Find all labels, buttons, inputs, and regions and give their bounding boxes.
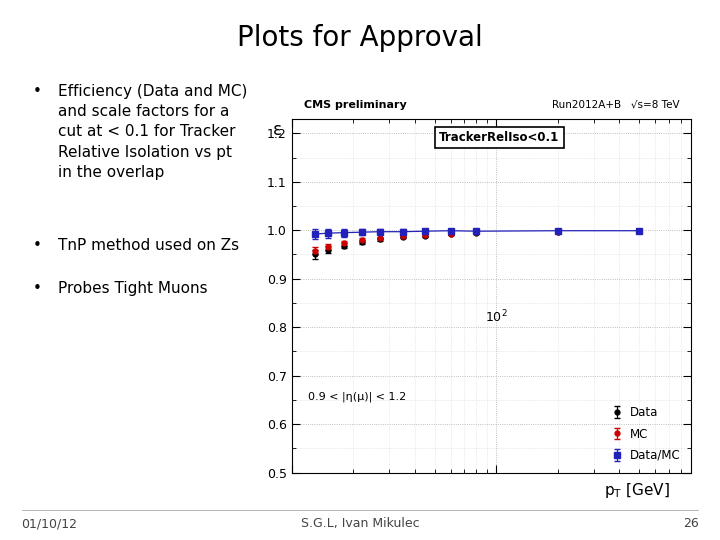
Text: TnP method used on Zs: TnP method used on Zs [58, 238, 239, 253]
Text: Plots for Approval: Plots for Approval [237, 24, 483, 52]
Text: TrackerRelIso<0.1: TrackerRelIso<0.1 [439, 131, 559, 144]
Text: Efficiency (Data and MC)
and scale factors for a
cut at < 0.1 for Tracker
Relati: Efficiency (Data and MC) and scale facto… [58, 84, 247, 180]
Text: •: • [32, 281, 41, 296]
Text: 0.9 < |η(μ)| < 1.2: 0.9 < |η(μ)| < 1.2 [307, 392, 406, 402]
Text: Run2012A+B   √s=8 TeV: Run2012A+B √s=8 TeV [552, 100, 679, 110]
Text: $\mathrm{p_T}$ [GeV]: $\mathrm{p_T}$ [GeV] [603, 481, 670, 500]
Text: •: • [32, 84, 41, 99]
Text: ε: ε [273, 120, 282, 139]
Text: CMS preliminary: CMS preliminary [304, 100, 406, 110]
Text: S.G.L, Ivan Mikulec: S.G.L, Ivan Mikulec [301, 517, 419, 530]
Text: 26: 26 [683, 517, 698, 530]
Text: $10^2$: $10^2$ [485, 309, 508, 326]
Legend: Data, MC, Data/MC: Data, MC, Data/MC [605, 402, 685, 467]
Text: 01/10/12: 01/10/12 [22, 517, 78, 530]
Text: •: • [32, 238, 41, 253]
Text: Probes Tight Muons: Probes Tight Muons [58, 281, 207, 296]
